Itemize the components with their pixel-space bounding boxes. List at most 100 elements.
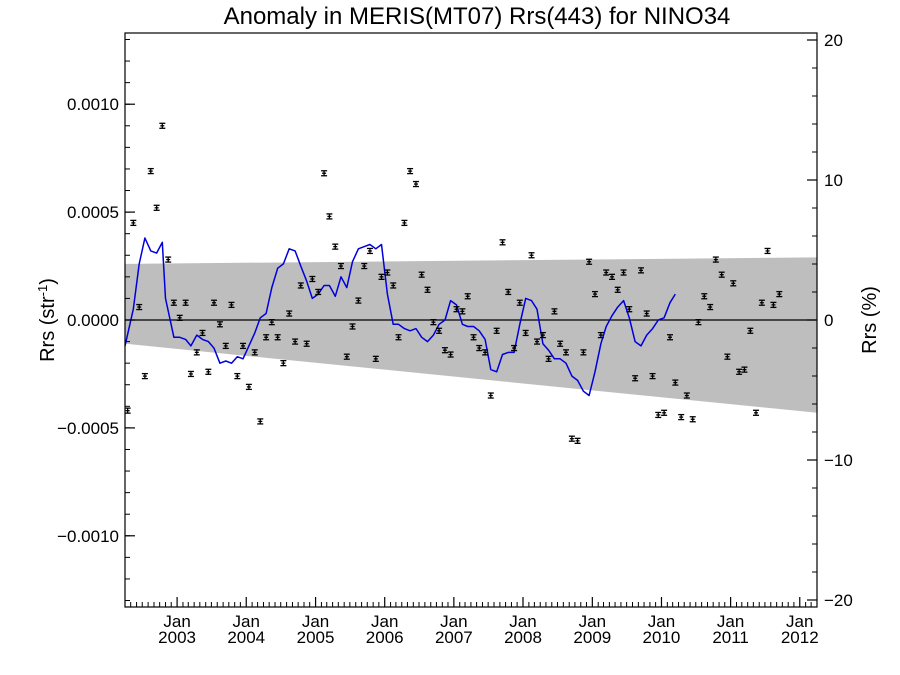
data-point-35: [321, 170, 328, 177]
data-point-74: [545, 355, 552, 362]
data-point-33: [309, 275, 316, 283]
y-axis-label-left-superscript: -1: [35, 285, 50, 297]
x-tick-year-label-4: 2007: [435, 628, 473, 647]
data-point-99: [689, 416, 696, 423]
data-point-89: [632, 375, 639, 382]
data-point-65: [493, 327, 500, 334]
data-point-13: [193, 349, 200, 356]
data-point-95: [666, 334, 673, 341]
y-right-tick-label-0: 20: [824, 31, 843, 50]
data-point-46: [384, 269, 391, 276]
data-point-102: [707, 303, 714, 311]
x-tick-year-label-5: 2008: [504, 628, 542, 647]
data-point-1: [124, 407, 131, 414]
data-point-108: [741, 366, 748, 373]
data-point-2: [130, 219, 137, 227]
data-point-23: [251, 349, 258, 356]
data-point-48: [395, 334, 402, 341]
data-point-67: [505, 288, 512, 296]
data-point-88: [626, 306, 633, 313]
data-point-113: [770, 301, 777, 309]
y-axis-label-right: Rrs (%): [859, 286, 881, 354]
x-tick-year-label-0: 2003: [158, 628, 196, 647]
data-point-109: [747, 327, 754, 334]
data-point-84: [603, 269, 610, 276]
data-point-96: [672, 379, 679, 386]
data-point-54: [430, 319, 437, 326]
x-tick-year-label-8: 2011: [712, 628, 749, 647]
data-point-30: [292, 338, 299, 345]
data-point-51: [412, 180, 419, 188]
data-point-6: [153, 204, 160, 211]
data-point-41: [355, 297, 362, 304]
y-right-tick-label-3: −10: [824, 451, 853, 470]
data-point-104: [718, 271, 725, 278]
data-point-81: [586, 258, 593, 265]
data-point-22: [245, 383, 252, 391]
data-point-91: [643, 310, 650, 317]
data-point-21: [240, 342, 247, 350]
data-point-64: [487, 392, 494, 399]
axis-labels: Anomaly in MERIS(MT07) Rrs(443) for NINO…: [35, 3, 881, 362]
y-right-tick-label-2: 0: [824, 311, 833, 330]
data-point-47: [390, 282, 397, 289]
data-point-68: [511, 344, 518, 352]
x-tick-month-label-6: Jan: [579, 612, 606, 631]
data-point-76: [557, 340, 564, 347]
data-point-61: [470, 334, 477, 341]
data-point-103: [712, 256, 719, 263]
data-point-10: [176, 314, 183, 321]
data-point-75: [551, 308, 558, 315]
data-point-42: [361, 262, 368, 270]
data-point-15: [205, 368, 212, 375]
data-point-93: [655, 411, 662, 419]
data-point-107: [736, 368, 743, 375]
data-point-97: [678, 413, 685, 421]
data-point-62: [476, 344, 483, 352]
data-point-8: [165, 256, 172, 263]
x-tick-year-label-1: 2004: [227, 628, 265, 647]
plot-axes: 0.00100.00050.0000−0.0005−0.001020100−10…: [57, 31, 853, 647]
x-tick-year-label-6: 2009: [573, 628, 611, 647]
data-point-34: [315, 288, 322, 296]
data-point-57: [447, 351, 454, 358]
data-point-32: [303, 340, 310, 347]
data-point-28: [280, 360, 287, 367]
data-point-111: [758, 299, 765, 306]
data-point-53: [424, 286, 431, 293]
data-point-90: [638, 267, 645, 274]
x-tick-month-label-3: Jan: [371, 612, 398, 631]
y-axis-label-left-close: ): [37, 278, 59, 285]
data-point-77: [563, 349, 570, 356]
x-tick-month-label-5: Jan: [509, 612, 536, 631]
data-point-19: [228, 301, 235, 309]
x-tick-month-label-8: Jan: [717, 612, 744, 631]
data-point-45: [378, 273, 385, 280]
data-point-40: [349, 323, 356, 330]
data-point-69: [516, 299, 523, 306]
x-tick-year-label-9: 2012: [781, 628, 819, 647]
data-point-82: [591, 290, 598, 298]
data-point-27: [274, 334, 281, 341]
data-point-110: [753, 409, 760, 416]
data-point-105: [724, 353, 731, 360]
y-right-tick-label-4: −20: [824, 591, 853, 610]
data-point-100: [695, 319, 702, 326]
monthly-anomaly-points: [124, 122, 783, 444]
data-point-71: [528, 252, 535, 259]
data-point-70: [522, 329, 529, 337]
data-point-24: [257, 418, 264, 425]
y-axis-label-left-text: Rrs (str: [37, 296, 59, 362]
data-point-79: [574, 437, 581, 444]
smoothed-anomaly-line: [124, 237, 676, 397]
y-axis-label-left: Rrs (str-1): [35, 278, 59, 362]
x-tick-year-label-7: 2010: [643, 628, 681, 647]
x-tick-month-label-2: Jan: [302, 612, 329, 631]
data-point-112: [764, 247, 771, 255]
data-point-83: [597, 331, 604, 339]
data-point-94: [661, 409, 668, 416]
data-point-3: [136, 303, 143, 311]
data-point-4: [141, 372, 148, 380]
data-point-63: [482, 349, 489, 356]
data-point-16: [211, 299, 218, 306]
